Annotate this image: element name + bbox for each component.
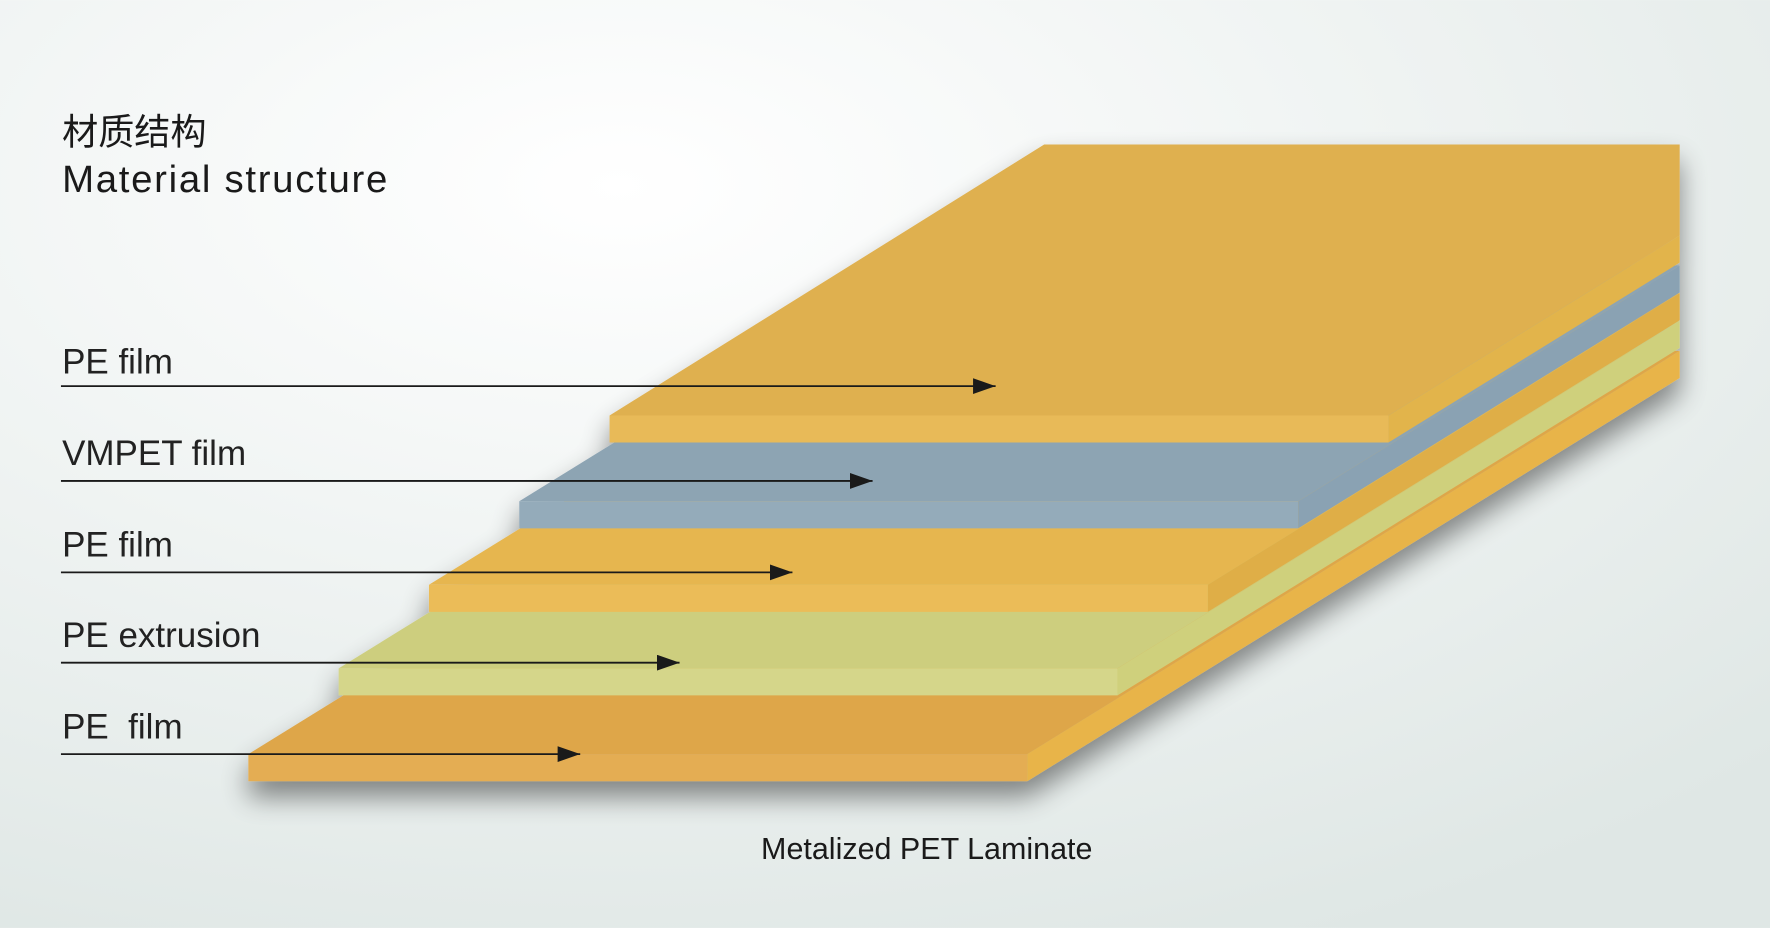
layer-front: [248, 754, 1028, 782]
layer-front: [519, 501, 1299, 529]
caption: Metalized PET Laminate: [761, 832, 1092, 866]
layer-front: [428, 584, 1208, 612]
layer-label: PE film: [62, 526, 173, 565]
layer-label: PE film: [62, 707, 183, 746]
layer-side: [1117, 320, 1680, 696]
layer-front: [609, 415, 1389, 443]
title-zh: 材质结构: [62, 112, 206, 153]
arrows: [60, 378, 996, 763]
layer-label: PE extrusion: [62, 616, 260, 655]
layer-side: [1388, 235, 1680, 443]
layer-label: PE film: [62, 343, 173, 382]
layer-label: VMPET film: [62, 434, 246, 473]
layer-stack: [248, 144, 1680, 782]
layer-front: [338, 668, 1118, 696]
layer-side: [1027, 350, 1680, 782]
layer-side: [1207, 293, 1680, 612]
layer-top: [609, 144, 1680, 416]
layer-side: [1298, 265, 1680, 529]
title-en: Material structure: [62, 158, 389, 201]
